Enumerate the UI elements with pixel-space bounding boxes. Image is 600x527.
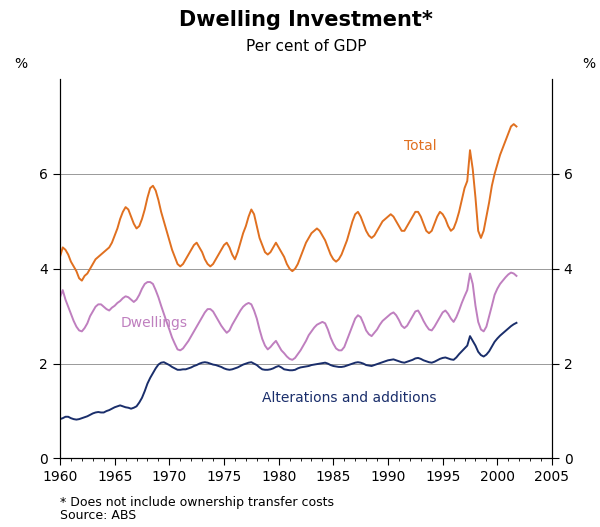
Text: %: %: [583, 57, 595, 72]
Text: Per cent of GDP: Per cent of GDP: [246, 40, 366, 54]
Text: Alterations and additions: Alterations and additions: [262, 391, 437, 405]
Text: * Does not include ownership transfer costs: * Does not include ownership transfer co…: [60, 495, 334, 509]
Text: Dwelling Investment*: Dwelling Investment*: [179, 9, 433, 30]
Text: Dwellings: Dwellings: [120, 316, 187, 329]
Text: Source: ABS: Source: ABS: [60, 509, 136, 522]
Text: Total: Total: [404, 139, 437, 153]
Text: %: %: [14, 57, 27, 72]
